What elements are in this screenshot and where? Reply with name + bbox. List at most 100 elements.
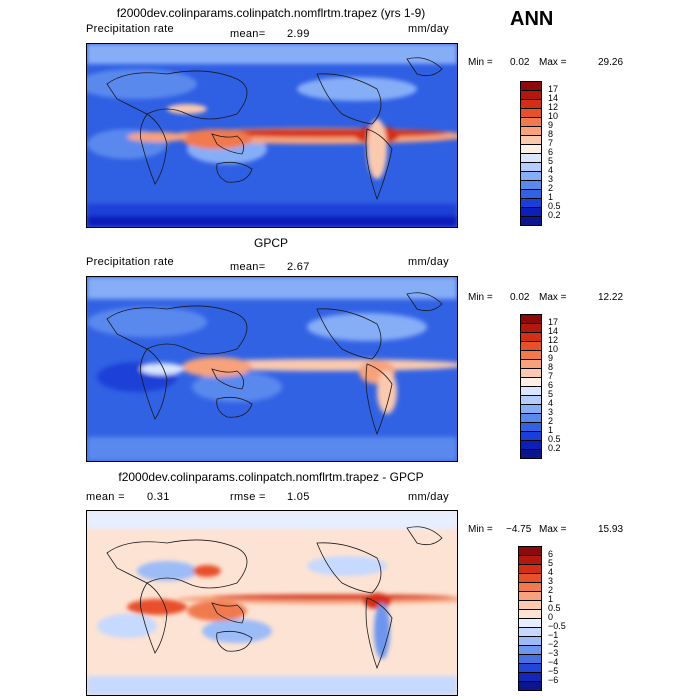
colorbar-level-label: 14 [548,93,559,103]
colorbar-swatch [521,423,541,432]
colorbar-level-label: 1 [548,425,554,435]
colorbar-level-label: 1 [548,594,554,604]
panel1-variable-label: Precipitation rate [86,23,174,35]
colorbar-level-label: −2 [548,639,559,649]
colorbar-level-label: 4 [548,567,554,577]
colorbar-swatch [521,190,541,199]
colorbar-swatch [519,646,541,655]
colorbar-swatch [521,387,541,396]
colorbar-swatch [519,574,541,583]
panel2-map-field [87,277,457,461]
colorbar-swatch [519,583,541,592]
colorbar-swatch [521,351,541,360]
panel1-map [86,43,458,228]
panel1-map-field [87,44,457,227]
panel2-mean-label: mean= [230,261,266,273]
colorbar-swatch [521,432,541,441]
colorbar-level-label: 0.5 [548,201,561,211]
colorbar-level-label: 3 [548,174,554,184]
colorbar-swatch [521,378,541,387]
panel3-colorbar: 6 5 4 3 2 1 0.5 0 −0.5 −1 −2 −3 −4 −5 −6 [518,546,566,691]
colorbar-level-label: 2 [548,585,554,595]
colorbar-level-label: 5 [548,156,554,166]
panel2-units: mm/day [408,256,449,268]
colorbar-level-label: 14 [548,326,559,336]
colorbar-level-label: 5 [548,558,554,568]
colorbar-level-label: 6 [548,549,554,559]
panel3-max-label: Max = [539,524,567,535]
colorbar-level-label: 3 [548,407,554,417]
colorbar-swatch [521,145,541,154]
panel3-max-value: 15.93 [598,524,624,535]
colorbar-level-label: 1 [548,192,554,202]
panel1-min-label: Min = [468,57,493,68]
colorbar-swatch [521,396,541,405]
colorbar-swatch [519,664,541,673]
panel3-rmse-value: 1.05 [287,491,310,503]
panel2-max-value: 12.22 [598,292,624,303]
colorbar-level-label: 4 [548,165,554,175]
colorbar-level-label: 6 [548,380,554,390]
colorbar-level-label: 12 [548,335,559,345]
panel1-units: mm/day [408,23,449,35]
colorbar-level-label: 3 [548,576,554,586]
colorbar-swatch [519,682,541,690]
colorbar-swatch [521,109,541,118]
colorbar-level-label: 4 [548,398,554,408]
colorbar-swatch [521,82,541,91]
colorbar-swatch [519,547,541,556]
colorbar-level-label: 0 [548,612,554,622]
colorbar-swatch [519,601,541,610]
panel2-max-label: Max = [539,292,567,303]
panel3-units: mm/day [408,491,449,503]
colorbar-swatch [521,199,541,208]
panel3-title: f2000dev.colinparams.colinpatch.nomflrtm… [118,470,424,484]
panel2-mean-value: 2.67 [287,261,310,273]
panel1-mean-label: mean= [230,28,266,40]
colorbar-swatch [521,369,541,378]
colorbar-swatch [519,610,541,619]
colorbar-level-label: 17 [548,84,559,94]
colorbar-level-label: 10 [548,111,559,121]
colorbar-level-label: −1 [548,630,559,640]
panel1-colorbar-swatches [520,81,542,226]
panel2-variable-label: Precipitation rate [86,256,174,268]
colorbar-swatch [521,127,541,136]
colorbar-level-label: −5 [548,666,559,676]
colorbar-level-label: 10 [548,344,559,354]
colorbar-swatch [521,360,541,369]
panel3-min-value: −4.75 [506,524,532,535]
panel1-colorbar: 17 14 12 10 9 8 7 6 5 4 3 2 1 0.5 0.2 [520,81,561,226]
colorbar-swatch [521,342,541,351]
colorbar-swatch [519,637,541,646]
colorbar-swatch [521,136,541,145]
colorbar-level-label: 2 [548,416,554,426]
panel3-mean-value: 0.31 [147,491,170,503]
colorbar-swatch [521,414,541,423]
panel3-rmse-label: rmse = [230,491,266,503]
panel3-map-field [87,511,457,695]
colorbar-swatch [521,181,541,190]
colorbar-swatch [521,91,541,100]
colorbar-swatch [521,217,541,225]
colorbar-swatch [521,441,541,450]
panel3-colorbar-swatches [518,546,542,691]
colorbar-swatch [519,556,541,565]
colorbar-swatch [521,333,541,342]
colorbar-swatch [519,619,541,628]
panel2-colorbar-swatches [520,314,542,459]
colorbar-swatch [519,673,541,682]
colorbar-level-label: 8 [548,129,554,139]
colorbar-swatch [521,163,541,172]
colorbar-swatch [519,628,541,637]
panel2-min-label: Min = [468,292,493,303]
colorbar-swatch [519,655,541,664]
colorbar-swatch [521,315,541,324]
colorbar-swatch [521,208,541,217]
panel1-max-value: 29.26 [598,57,624,68]
colorbar-level-label: 5 [548,389,554,399]
colorbar-level-label: 0.5 [548,603,561,613]
colorbar-level-label: 12 [548,102,559,112]
colorbar-swatch [521,405,541,414]
colorbar-level-label: 9 [548,353,554,363]
